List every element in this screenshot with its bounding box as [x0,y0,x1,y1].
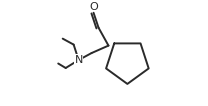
Text: O: O [89,2,98,12]
Text: N: N [74,55,83,65]
